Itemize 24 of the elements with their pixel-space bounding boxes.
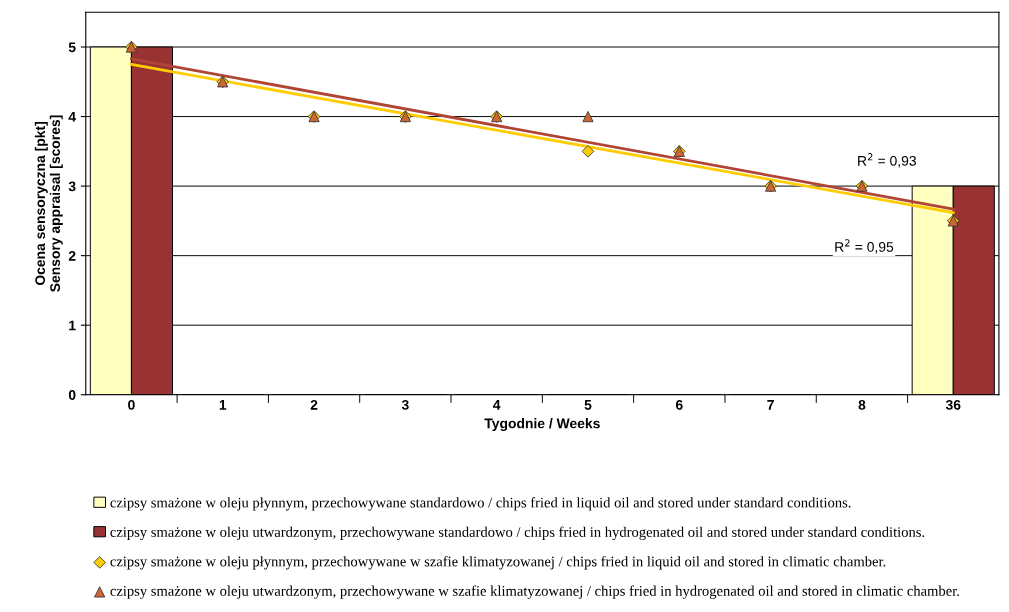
x-tick-label: 3 — [401, 399, 409, 410]
legend-label: czipsy smażone w oleju utwardzonym, przechowywane w szafie klimatyzowanej / chips fried in hydrogenated oil and stored in climatic chamber. — [110, 585, 959, 599]
annotation: R$^{2}$ = 0,95 — [835, 239, 894, 254]
x-axis-title: Tygodnie / Weeks — [484, 418, 600, 432]
y-tick-label: 0 — [68, 390, 76, 400]
x-tick-label: 0 — [128, 399, 135, 410]
x-tick-label: 5 — [584, 400, 592, 410]
y-tick-label: 2 — [68, 250, 76, 261]
legend-label: czipsy smażone w oleju płynnym, przechowywane w szafie klimatyzowanej / chips fried in liquid oil and stored in climatic chamber. — [110, 556, 886, 570]
x-tick-label: 8 — [858, 399, 866, 410]
x-tick-label: 7 — [767, 400, 774, 410]
legend-label: czipsy smażone w oleju utwardzonym, przechowywane standardowo / chips fried in hydrogenated oil and stored under standard conditions. — [110, 526, 925, 540]
x-tick-label: 6 — [675, 399, 683, 410]
y-tick-label: 4 — [68, 112, 76, 122]
y-tick-label: 1 — [69, 320, 76, 331]
y-tick-label: 3 — [68, 181, 76, 192]
legend-label: czipsy smażone w oleju płynnym, przechowywane standardowo / chips fried in liquid oil and stored under standard conditions. — [110, 497, 851, 511]
y-tick-label: 5 — [68, 42, 76, 53]
y-axis-title: Ocena sensoryczna [pkt] Sensory appraisal [scores] — [34, 115, 63, 292]
x-tick-label: 1 — [219, 400, 227, 410]
x-tick-label: 2 — [310, 399, 318, 410]
x-tick-label: 4 — [493, 400, 501, 410]
annotation: R$^{2}$ = 0,93 — [858, 153, 916, 168]
x-tick-label: 36 — [945, 399, 961, 410]
